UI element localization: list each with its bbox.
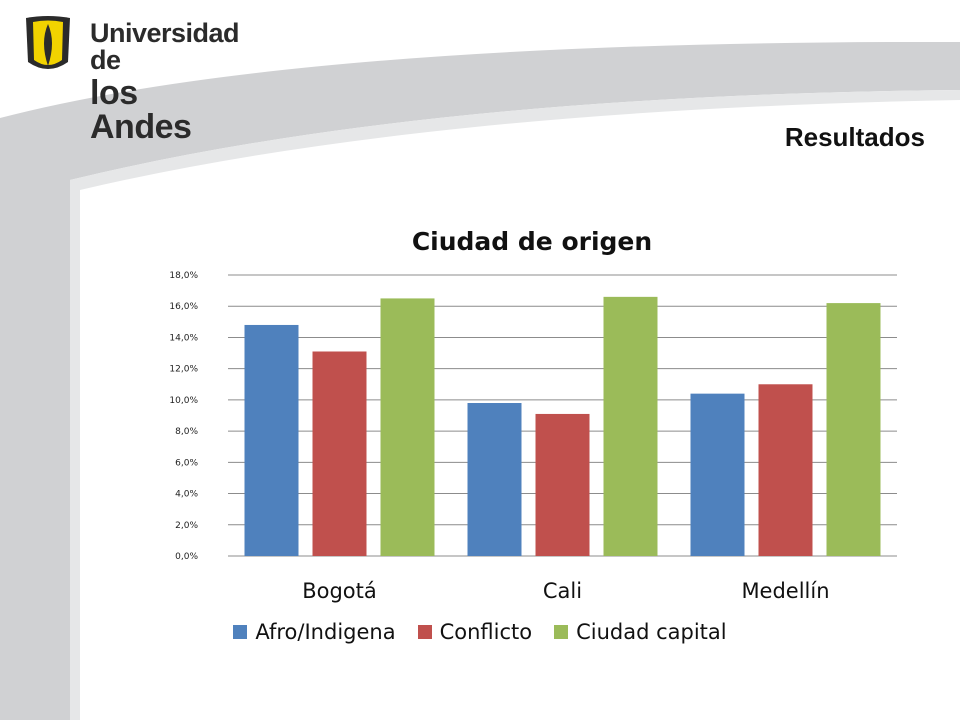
y-tick-label: 12,0% [169, 365, 198, 375]
chart-title: Ciudad de origen [412, 227, 652, 256]
bar-Medellín-Ciudad capital [826, 303, 881, 556]
chart-legend: Afro/Indigena Conflicto Ciudad capital [0, 620, 960, 644]
x-category-label: Medellín [741, 579, 829, 603]
y-axis-ticks: 0,0% 2,0% 4,0% 6,0% 8,0% 10,0% 12,0% 14,0% 16,0%… [169, 271, 198, 562]
y-tick-label: 8,0% [175, 427, 198, 437]
y-tick-label: 14,0% [169, 333, 198, 343]
y-tick-label: 4,0% [175, 490, 198, 500]
bar-Bogotá-Afro/Indigena [244, 324, 299, 556]
bar-Bogotá-Ciudad capital [380, 298, 435, 556]
logo-line-1: Universidad de [90, 18, 240, 75]
x-category-label: Bogotá [302, 579, 377, 603]
legend-item-afro: Afro/Indigena [233, 620, 396, 644]
y-tick-label: 16,0% [169, 302, 198, 312]
bar-Cali-Conflicto [535, 413, 590, 556]
legend-item-conflicto: Conflicto [417, 620, 533, 644]
x-axis-labels: Bogotá Cali Medellín [302, 579, 829, 603]
legend-swatch-capital [554, 625, 569, 639]
legend-item-capital: Ciudad capital [554, 620, 727, 644]
university-logo: Universidad de los Andes [18, 14, 240, 144]
bar-Bogotá-Conflicto [312, 351, 367, 556]
x-category-label: Cali [543, 579, 582, 603]
legend-swatch-afro [233, 625, 248, 639]
bar-Cali-Ciudad capital [603, 296, 658, 556]
bar-Medellín-Afro/Indigena [690, 393, 745, 556]
bar-Cali-Afro/Indigena [467, 403, 522, 556]
logo-emblem [26, 16, 70, 69]
legend-label-afro: Afro/Indigena [255, 620, 396, 644]
slide-title: Resultados [784, 122, 925, 152]
legend-label-conflicto: Conflicto [439, 620, 533, 644]
y-tick-label: 18,0% [169, 271, 198, 281]
bar-chart: Ciudad de origen 0,0% 2,0% 4,0% 6,0% 8,0% 10,… [169, 227, 897, 603]
bars [244, 296, 881, 556]
y-tick-label: 0,0% [175, 552, 198, 562]
y-tick-label: 10,0% [169, 396, 198, 406]
legend-swatch-conflicto [417, 625, 432, 639]
logo-line-2: los Andes [90, 74, 192, 146]
legend-label-capital: Ciudad capital [576, 620, 727, 644]
y-tick-label: 2,0% [175, 521, 198, 531]
logo-text: Universidad de los Andes [90, 18, 240, 146]
y-tick-label: 6,0% [175, 458, 198, 468]
bar-Medellín-Conflicto [758, 384, 813, 556]
